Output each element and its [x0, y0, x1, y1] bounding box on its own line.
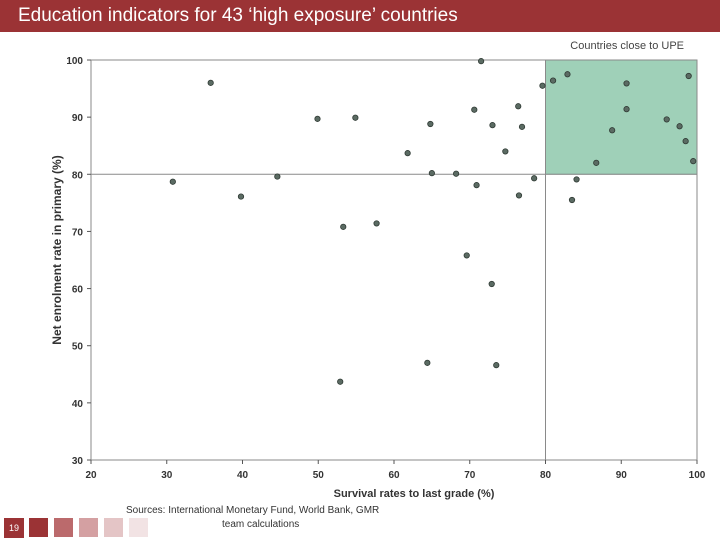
data-point: [463, 252, 470, 259]
data-point: [539, 82, 546, 89]
data-point: [237, 193, 245, 200]
x-tick-label: 30: [161, 470, 173, 481]
y-tick-label: 100: [66, 56, 83, 67]
x-tick-label: 40: [237, 470, 249, 481]
data-point: [471, 106, 478, 113]
data-point: [609, 127, 616, 134]
data-point: [424, 359, 431, 366]
page-number: 19: [4, 518, 24, 538]
data-point: [685, 72, 692, 80]
data-point: [473, 182, 480, 189]
data-point: [427, 120, 434, 128]
footer-swatch: [54, 518, 73, 537]
sources-note: Sources: International Monetary Fund, Wo…: [126, 504, 379, 532]
footer-swatch: [29, 518, 48, 537]
y-tick-label: 50: [72, 342, 84, 353]
data-point: [515, 192, 523, 199]
data-point: [488, 280, 495, 288]
data-point: [690, 158, 697, 165]
highlight-region-label: Countries close to UPE: [570, 40, 684, 52]
data-point: [593, 159, 600, 166]
header-bar: Education indicators for 43 ‘high exposu…: [0, 0, 720, 32]
data-point: [676, 123, 683, 130]
y-tick-label: 80: [72, 170, 84, 181]
x-tick-label: 60: [388, 470, 400, 481]
data-point: [663, 116, 670, 123]
data-point: [340, 223, 347, 230]
data-point: [573, 176, 580, 183]
y-tick-label: 40: [72, 399, 84, 410]
x-tick-label: 20: [85, 470, 97, 481]
data-point: [274, 173, 281, 180]
y-tick-label: 30: [72, 456, 84, 467]
y-axis-label: Net enrolment rate in primary (%): [50, 155, 64, 344]
data-point: [373, 220, 380, 227]
x-axis-label: Survival rates to last grade (%): [334, 488, 495, 500]
data-point: [493, 362, 500, 369]
x-tick-label: 90: [616, 470, 628, 481]
data-point: [404, 150, 411, 157]
data-point: [564, 71, 571, 78]
x-tick-label: 80: [540, 470, 552, 481]
data-point: [531, 175, 538, 182]
sources-line-1: Sources: International Monetary Fund, Wo…: [126, 505, 380, 516]
data-point: [515, 103, 522, 110]
data-point: [518, 123, 526, 130]
data-point: [478, 58, 485, 65]
footer-swatch: [129, 518, 148, 537]
footer-swatch: [79, 518, 98, 537]
y-tick-label: 90: [72, 113, 84, 124]
data-point: [623, 80, 630, 87]
data-point: [428, 170, 435, 177]
data-point: [623, 106, 630, 113]
data-point: [453, 170, 460, 177]
data-point: [169, 178, 176, 185]
page-title: Education indicators for 43 ‘high exposu…: [18, 5, 458, 26]
y-tick-label: 70: [72, 227, 84, 238]
data-point: [568, 196, 576, 204]
x-tick-label: 100: [689, 470, 706, 481]
data-point: [502, 148, 509, 155]
data-point: [337, 378, 344, 385]
y-tick-label: 60: [72, 285, 84, 296]
x-tick-label: 70: [464, 470, 476, 481]
data-point: [314, 115, 321, 122]
data-point: [489, 122, 496, 129]
data-point: [682, 138, 689, 145]
data-point: [207, 79, 214, 86]
footer-swatch: [104, 518, 123, 537]
data-point: [352, 114, 359, 121]
sources-line-2: team calculations: [222, 519, 300, 530]
x-tick-label: 50: [313, 470, 325, 481]
data-point: [549, 77, 557, 84]
